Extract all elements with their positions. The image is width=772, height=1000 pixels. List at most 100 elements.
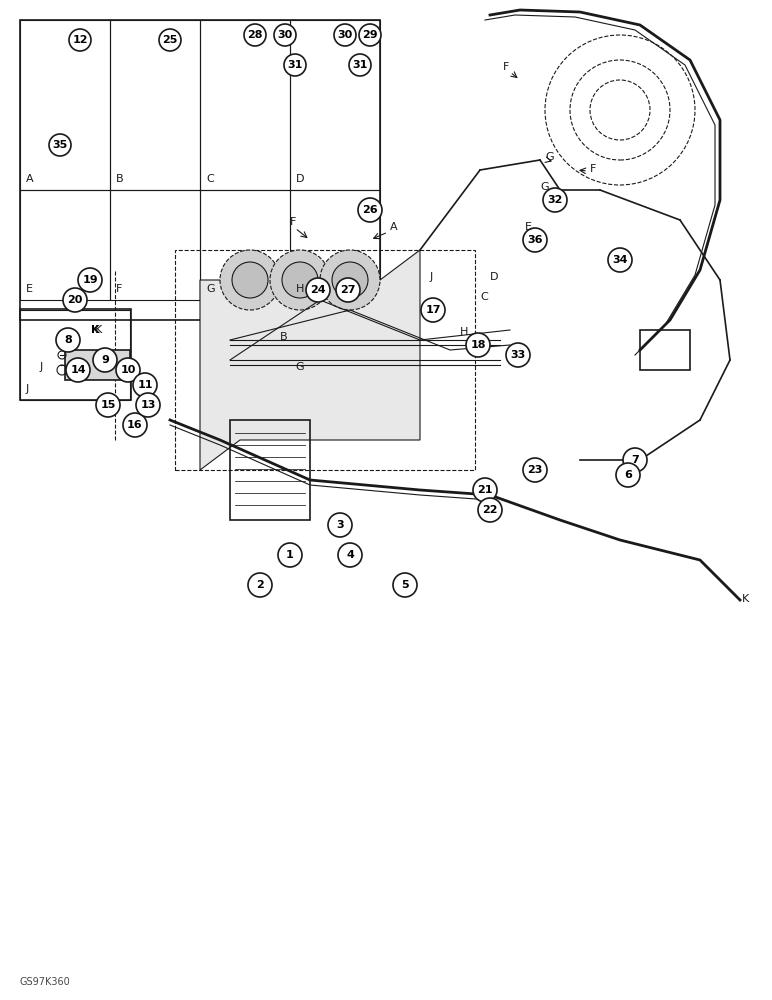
- Circle shape: [159, 29, 181, 51]
- Text: 3: 3: [336, 520, 344, 530]
- Circle shape: [473, 478, 497, 502]
- Text: J: J: [26, 384, 29, 394]
- Text: 4: 4: [346, 550, 354, 560]
- Text: 20: 20: [67, 295, 83, 305]
- Text: G: G: [540, 182, 549, 192]
- Circle shape: [282, 262, 318, 298]
- Text: J: J: [40, 362, 43, 372]
- Circle shape: [334, 24, 356, 46]
- Circle shape: [543, 188, 567, 212]
- Text: 17: 17: [425, 305, 441, 315]
- Text: 6: 6: [624, 470, 632, 480]
- Circle shape: [66, 358, 90, 382]
- Text: 30: 30: [277, 30, 293, 40]
- Circle shape: [116, 358, 140, 382]
- Circle shape: [349, 54, 371, 76]
- Circle shape: [466, 333, 490, 357]
- Bar: [290, 190, 380, 300]
- Circle shape: [608, 248, 632, 272]
- Circle shape: [244, 24, 266, 46]
- Bar: [290, 20, 380, 190]
- Circle shape: [393, 573, 417, 597]
- Text: 24: 24: [310, 285, 326, 295]
- Text: 1: 1: [286, 550, 294, 560]
- Text: 15: 15: [100, 400, 116, 410]
- Text: E: E: [26, 284, 33, 294]
- Bar: [65, 350, 130, 380]
- Text: G: G: [206, 284, 215, 294]
- Text: D: D: [490, 272, 499, 282]
- Text: B: B: [280, 332, 288, 342]
- Text: 12: 12: [73, 35, 88, 45]
- Text: H: H: [460, 327, 469, 337]
- Circle shape: [96, 393, 120, 417]
- Bar: [200, 190, 290, 300]
- Text: 21: 21: [477, 485, 493, 495]
- Circle shape: [63, 288, 87, 312]
- Text: B: B: [116, 174, 124, 184]
- Text: 13: 13: [141, 400, 156, 410]
- Text: E: E: [525, 222, 532, 232]
- Text: 18: 18: [470, 340, 486, 350]
- Text: G: G: [545, 152, 554, 162]
- Text: 30: 30: [337, 30, 353, 40]
- Text: 32: 32: [547, 195, 563, 205]
- Text: 31: 31: [352, 60, 367, 70]
- Circle shape: [220, 250, 280, 310]
- Circle shape: [123, 413, 147, 437]
- Text: 34: 34: [612, 255, 628, 265]
- Text: F: F: [590, 164, 597, 174]
- Circle shape: [523, 228, 547, 252]
- Circle shape: [478, 498, 502, 522]
- Circle shape: [56, 328, 80, 352]
- Text: GS97K360: GS97K360: [20, 977, 71, 987]
- Bar: [20, 190, 110, 300]
- Text: 29: 29: [362, 30, 378, 40]
- Text: 7: 7: [631, 455, 639, 465]
- Text: C: C: [480, 292, 488, 302]
- Polygon shape: [200, 250, 420, 470]
- Text: A: A: [26, 174, 34, 184]
- Text: 35: 35: [52, 140, 68, 150]
- Circle shape: [133, 373, 157, 397]
- Circle shape: [136, 393, 160, 417]
- Text: J: J: [430, 272, 433, 282]
- Text: K: K: [95, 325, 102, 335]
- Circle shape: [359, 24, 381, 46]
- Circle shape: [506, 343, 530, 367]
- Circle shape: [421, 298, 445, 322]
- Circle shape: [69, 29, 91, 51]
- Text: 31: 31: [287, 60, 303, 70]
- Text: 5: 5: [401, 580, 409, 590]
- Circle shape: [284, 54, 306, 76]
- Text: 14: 14: [70, 365, 86, 375]
- Text: 2: 2: [256, 580, 264, 590]
- Bar: [110, 190, 200, 300]
- Bar: [20, 309, 131, 400]
- Text: 27: 27: [340, 285, 356, 295]
- Bar: [230, 420, 310, 520]
- Bar: [175, 250, 475, 470]
- Text: 23: 23: [527, 465, 543, 475]
- Text: K: K: [91, 325, 100, 335]
- Text: H: H: [296, 284, 304, 294]
- Bar: [110, 20, 200, 190]
- Circle shape: [358, 198, 382, 222]
- Text: 16: 16: [127, 420, 143, 430]
- Text: C: C: [206, 174, 214, 184]
- Circle shape: [49, 134, 71, 156]
- Circle shape: [306, 278, 330, 302]
- Text: 19: 19: [82, 275, 98, 285]
- Circle shape: [332, 262, 368, 298]
- Circle shape: [274, 24, 296, 46]
- Text: 8: 8: [64, 335, 72, 345]
- Text: 22: 22: [482, 505, 498, 515]
- Circle shape: [93, 348, 117, 372]
- Circle shape: [270, 250, 330, 310]
- Bar: [20, 20, 380, 320]
- Text: A: A: [390, 222, 398, 232]
- Bar: [200, 20, 290, 190]
- Circle shape: [320, 250, 380, 310]
- Circle shape: [336, 278, 360, 302]
- Text: 11: 11: [137, 380, 153, 390]
